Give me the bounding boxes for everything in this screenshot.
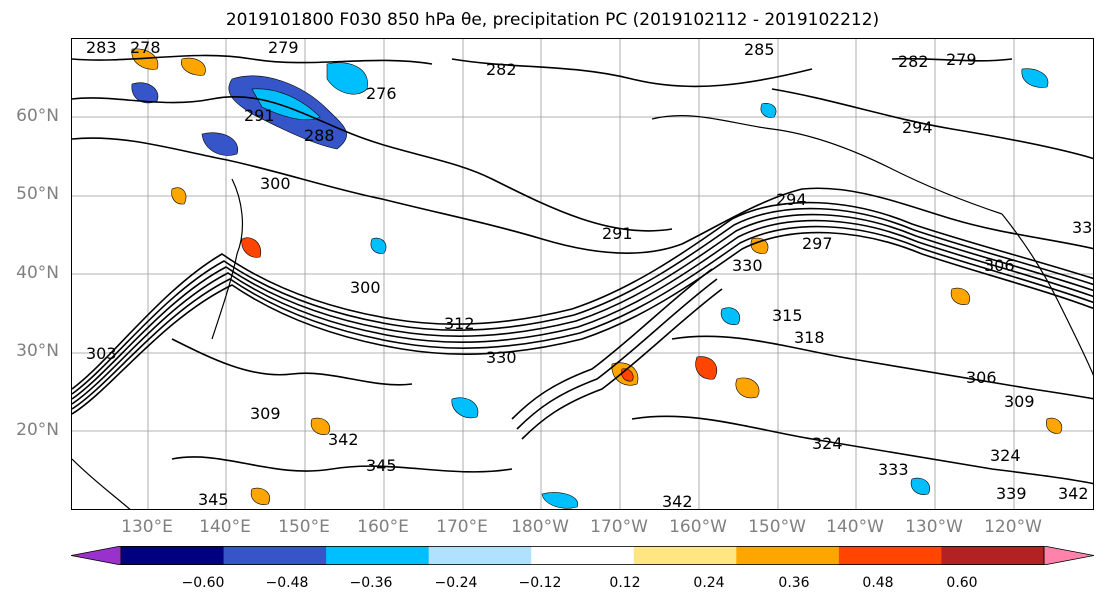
- coastlines: [72, 115, 1093, 509]
- map-canvas: 283 278 279 285 282 282 279 276 291 288 …: [72, 39, 1094, 510]
- colorbar-cell: [428, 546, 532, 565]
- colorbar-tick: −0.24: [434, 575, 478, 591]
- colorbar-tick: −0.60: [181, 575, 225, 591]
- colorbar-cell: [326, 546, 430, 565]
- contour-label: 291: [602, 224, 633, 243]
- contour-label: 283: [86, 39, 117, 57]
- contour-label: 276: [366, 84, 397, 103]
- colorbar-cell: [838, 546, 942, 565]
- map-panel: 283 278 279 285 282 282 279 276 291 288 …: [71, 38, 1094, 510]
- contour-label: 282: [486, 60, 517, 79]
- lon-label: 180°W: [511, 517, 569, 537]
- colorbar-cell: [941, 546, 1045, 565]
- colorbar-tick: −0.12: [518, 575, 562, 591]
- contour-label: 342: [328, 430, 359, 449]
- contour-label: 306: [984, 256, 1015, 275]
- lon-label: 150°E: [278, 517, 330, 537]
- contour-label: 288: [304, 126, 335, 145]
- colorbar-tick: −0.48: [265, 575, 309, 591]
- contour-label: 303: [86, 344, 117, 363]
- contour-label: 297: [802, 234, 833, 253]
- contour-label: 324: [990, 446, 1021, 465]
- colorbar-tick: −0.36: [349, 575, 393, 591]
- contour-label: 279: [946, 50, 977, 69]
- contour-label: 342: [1058, 484, 1089, 503]
- lon-label: 130°E: [121, 517, 173, 537]
- colorbar-tick: 0.36: [778, 575, 810, 591]
- lon-label: 120°W: [984, 517, 1042, 537]
- contour-label: 291: [244, 106, 275, 125]
- contour-label: 285: [744, 40, 775, 59]
- contour-label: 309: [1004, 392, 1035, 411]
- lat-label-50n: 50°N: [16, 184, 59, 204]
- contour-label: 315: [772, 306, 803, 325]
- colorbar-frame: [120, 546, 1045, 565]
- contour-labels: 283 278 279 285 282 282 279 276 291 288 …: [86, 39, 1094, 510]
- colorbar-cell: [633, 546, 737, 565]
- theta-e-contours: [72, 54, 1093, 485]
- contour-label: 309: [250, 404, 281, 423]
- contour-label: 300: [350, 278, 381, 297]
- contour-label: 282: [898, 52, 929, 71]
- colorbar-cells: [71, 546, 1094, 565]
- contour-label: 318: [794, 328, 825, 347]
- colorbar: [71, 546, 1094, 565]
- contour-label: 324: [812, 434, 843, 453]
- colorbar-cell: [121, 546, 225, 565]
- colorbar-tick: 0.24: [693, 575, 725, 591]
- contour-label: 279: [268, 39, 299, 57]
- colorbar-tick: 0.60: [946, 575, 978, 591]
- lat-label-40n: 40°N: [16, 263, 59, 283]
- contour-label: 294: [902, 118, 933, 137]
- lon-label: 160°W: [669, 517, 727, 537]
- contour-label: 278: [130, 39, 161, 57]
- contour-label: 330: [732, 256, 763, 275]
- lon-label: 130°W: [905, 517, 963, 537]
- contour-label: 342: [662, 492, 693, 510]
- colorbar-cell: [223, 546, 327, 565]
- contour-label: 333: [1072, 218, 1094, 237]
- precip-patches: [131, 48, 1063, 509]
- contour-label: 345: [366, 456, 397, 475]
- contour-label: 339: [996, 484, 1027, 503]
- contour-label: 306: [966, 368, 997, 387]
- lat-label-30n: 30°N: [16, 341, 59, 361]
- lon-label: 140°W: [826, 517, 884, 537]
- contour-label: 312: [444, 314, 475, 333]
- contour-label: 333: [878, 460, 909, 479]
- lat-label-60n: 60°N: [16, 106, 59, 126]
- colorbar-cell: [736, 546, 840, 565]
- map-title: 2019101800 F030 850 hPa θe, precipitatio…: [225, 10, 880, 30]
- lat-label-20n: 20°N: [16, 420, 59, 440]
- contour-label: 330: [486, 348, 517, 367]
- contour-label: 345: [198, 490, 229, 509]
- lon-label: 170°W: [590, 517, 648, 537]
- lon-label: 150°W: [748, 517, 806, 537]
- contour-label: 300: [260, 174, 291, 193]
- contour-label: 294: [776, 190, 807, 209]
- lon-label: 160°E: [357, 517, 409, 537]
- lon-label: 170°E: [436, 517, 488, 537]
- colorbar-cell: [531, 546, 635, 565]
- colorbar-tick: 0.48: [862, 575, 894, 591]
- colorbar-tick: 0.12: [609, 575, 641, 591]
- lon-label: 140°E: [199, 517, 251, 537]
- colorbar-extend-high: [1043, 546, 1094, 565]
- colorbar-extend-low: [71, 546, 122, 565]
